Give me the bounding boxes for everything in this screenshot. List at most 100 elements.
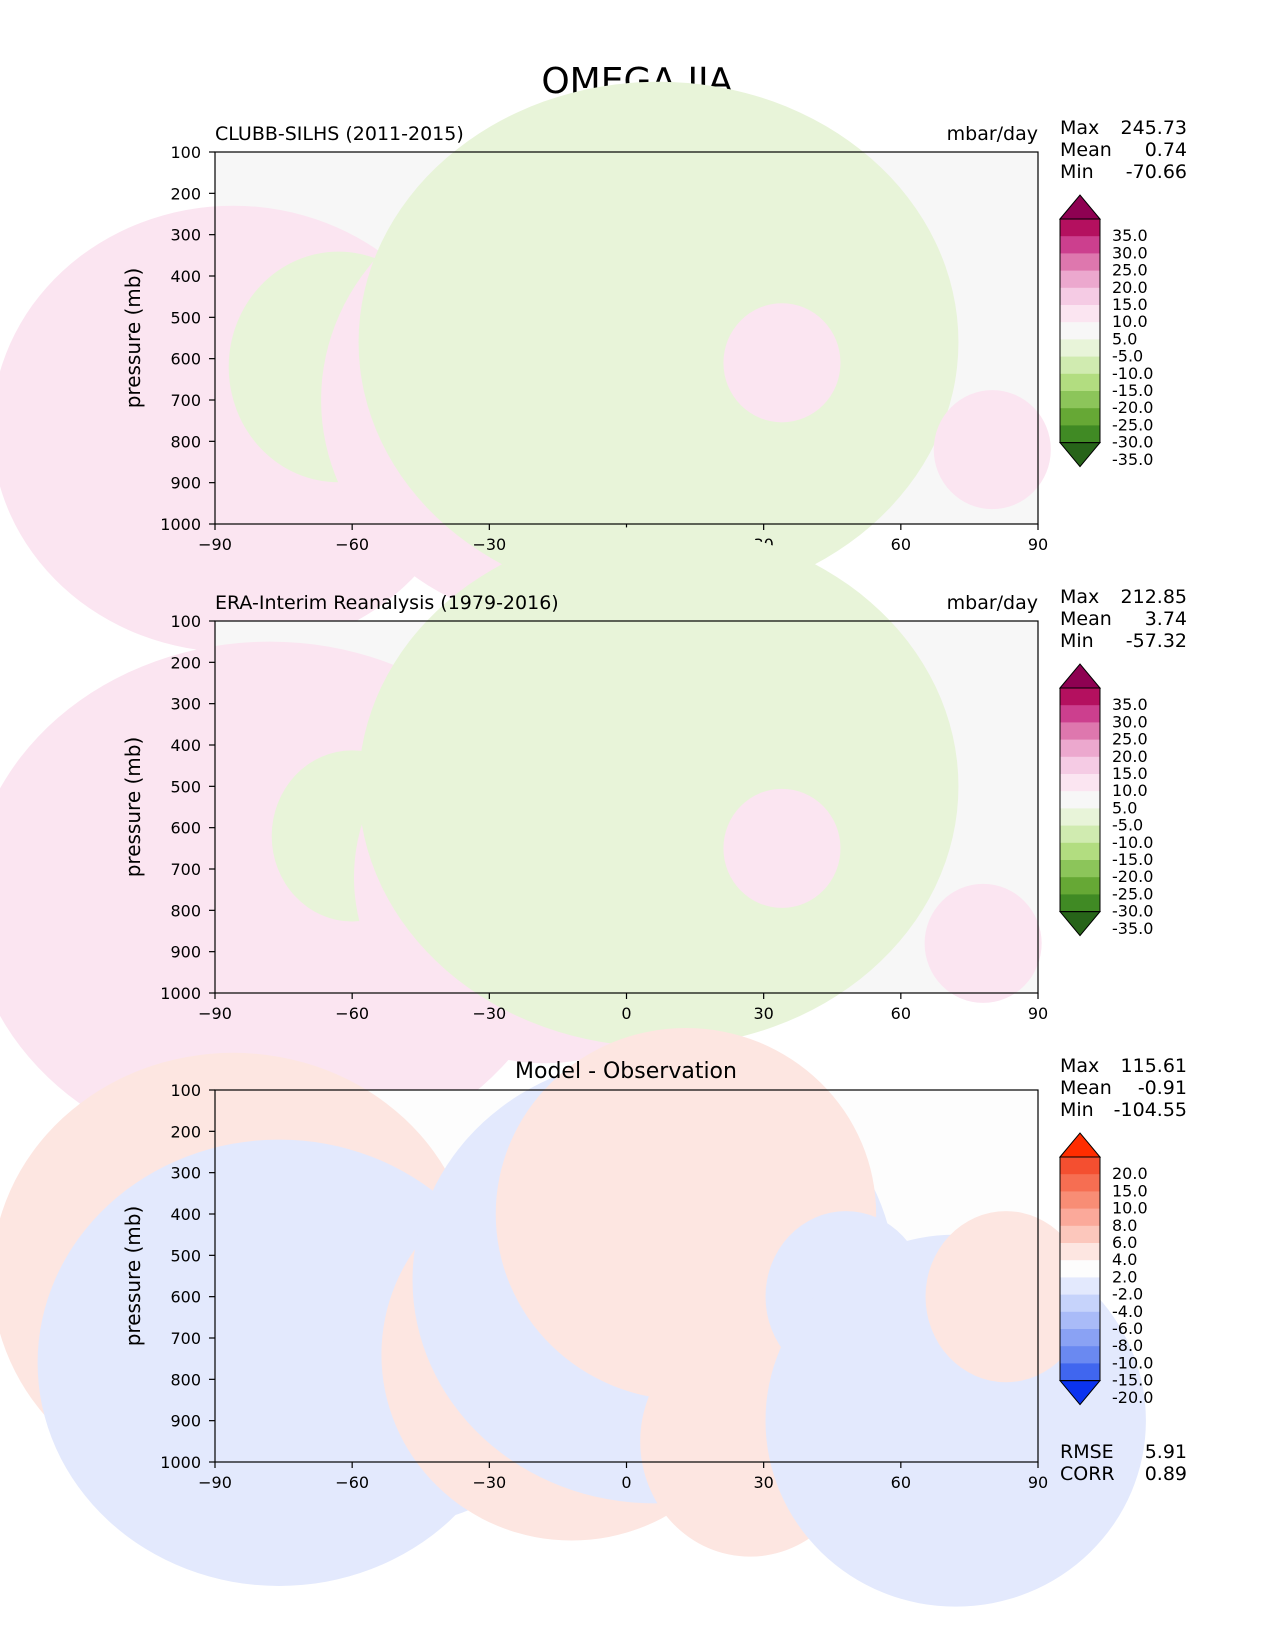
contour-field	[0, 81, 1051, 653]
colorbar-label: 5.0	[1112, 798, 1137, 817]
colorbar-label: -4.0	[1112, 1302, 1143, 1321]
stat-mean-value: 3.74	[1145, 608, 1187, 630]
x-tick-label: −60	[335, 1004, 369, 1023]
colorbar-label: -20.0	[1112, 1388, 1153, 1407]
stat-min-label: Min	[1060, 1099, 1094, 1121]
y-ticks: 100 200 300 400 500 600 700 800 900 1000	[160, 612, 215, 1003]
y-tick-label: 100	[170, 612, 201, 631]
contour-band	[924, 883, 1042, 1003]
y-tick-label: 200	[170, 184, 201, 203]
colorbar-segment	[1060, 356, 1100, 375]
colorbar-segment	[1060, 408, 1100, 426]
colorbar-frame	[1059, 687, 1101, 913]
colorbar-label: 5.0	[1112, 329, 1137, 348]
colorbar-label: -5.0	[1112, 347, 1143, 366]
colorbar-label: 25.0	[1112, 730, 1148, 749]
colorbar-label: -2.0	[1112, 1285, 1143, 1304]
colorbar-segment	[1060, 842, 1100, 861]
rmse-value: 5.91	[1145, 1441, 1187, 1463]
colorbar-segment	[1060, 287, 1100, 306]
colorbar-label: -5.0	[1112, 816, 1143, 835]
colorbar-segment	[1060, 253, 1100, 271]
colorbar-label: 35.0	[1112, 695, 1148, 714]
colorbar-segment	[1060, 339, 1100, 357]
stat-min-label: Min	[1060, 161, 1094, 183]
colorbar-segment	[1060, 1329, 1100, 1347]
y-axis-label: pressure (mb)	[121, 268, 145, 409]
colorbar-label: -25.0	[1112, 415, 1153, 434]
colorbar-segment	[1060, 808, 1100, 826]
x-tick-label: 0	[621, 1473, 631, 1492]
y-axis-label: pressure (mb)	[121, 1206, 145, 1347]
stats-panel-observation: Max 212.85 Mean 3.74 Min -57.32	[1060, 586, 1187, 652]
colorbar-segment	[1060, 774, 1100, 792]
colorbar: 35.030.025.020.015.010.05.0-5.0-10.0-15.…	[1058, 194, 1153, 469]
colorbar-segment	[1060, 1191, 1100, 1209]
colorbar-label: -8.0	[1112, 1336, 1143, 1355]
x-tick-label: 0	[621, 1004, 631, 1023]
colorbar-segment	[1060, 1260, 1100, 1278]
y-tick-label: 900	[170, 943, 201, 962]
colorbar-segment	[1060, 1243, 1100, 1261]
y-tick-label: 300	[170, 1164, 201, 1183]
colorbar-label: -25.0	[1112, 884, 1153, 903]
y-tick-label: 600	[170, 819, 201, 838]
y-ticks: 100 200 300 400 500 600 700 800 900 1000	[160, 1081, 215, 1472]
stats-panel-difference: Max 115.61 Mean -0.91 Min -104.55 RMSE 5…	[1060, 1055, 1187, 1485]
colorbar-label: 35.0	[1112, 226, 1148, 245]
panel-title: CLUBB-SILHS (2011-2015)	[215, 123, 464, 145]
contour-band	[631, 323, 750, 443]
colorbar-label: 6.0	[1112, 1233, 1137, 1252]
colorbar-label: 30.0	[1112, 712, 1148, 731]
y-tick-label: 600	[170, 1288, 201, 1307]
y-tick-label: 400	[170, 267, 201, 286]
colorbar-segment	[1060, 1174, 1100, 1192]
colorbar-segment	[1060, 756, 1100, 775]
colorbar-segment	[1060, 1294, 1100, 1313]
y-tick-label: 1000	[160, 984, 201, 1003]
y-tick-label: 400	[170, 736, 201, 755]
colorbar: 35.030.025.020.015.010.05.0-5.0-10.0-15.…	[1058, 663, 1153, 938]
y-tick-label: 500	[170, 308, 201, 327]
colorbar-segment	[1060, 1157, 1100, 1175]
x-tick-label: −90	[198, 1473, 232, 1492]
contour-band	[723, 303, 841, 423]
y-tick-label: 300	[170, 226, 201, 245]
colorbar-segment	[1060, 425, 1100, 443]
colorbar-extend-top	[1058, 1132, 1102, 1158]
stat-mean-label: Mean	[1060, 1077, 1112, 1099]
y-tick-label: 100	[170, 143, 201, 162]
y-tick-label: 200	[170, 653, 201, 672]
contour-band	[925, 1211, 1087, 1383]
stat-min-label: Min	[1060, 630, 1094, 652]
colorbar-segment	[1060, 705, 1100, 723]
panel-observation: ERA-Interim Reanalysis (1979-2016) mbar/…	[0, 525, 1048, 1163]
colorbar-label: 15.0	[1112, 764, 1148, 783]
colorbar-label: 10.0	[1112, 1199, 1148, 1218]
stats-panel-model: Max 245.73 Mean 0.74 Min -70.66	[1060, 117, 1187, 183]
y-tick-label: 1000	[160, 1453, 201, 1472]
x-tick-label: −30	[472, 535, 506, 554]
stat-mean-label: Mean	[1060, 139, 1112, 161]
colorbar-segment	[1060, 1277, 1100, 1295]
y-tick-label: 200	[170, 1122, 201, 1141]
stat-max-label: Max	[1060, 586, 1099, 608]
colorbar-segment	[1060, 1311, 1100, 1330]
x-tick-label: −60	[335, 1473, 369, 1492]
colorbar-segment	[1060, 825, 1100, 844]
contour-band	[723, 788, 841, 908]
colorbar-label: 10.0	[1112, 781, 1148, 800]
panel-difference: Model - Observation pressure (mb) 100 200…	[0, 1028, 1146, 1607]
colorbar-frame	[1059, 218, 1101, 444]
colorbar-label: 15.0	[1112, 1181, 1148, 1200]
colorbar-label: -35.0	[1112, 450, 1153, 469]
panel-units: mbar/day	[947, 592, 1038, 614]
colorbar-extend-top	[1058, 663, 1102, 689]
colorbar-segment	[1060, 305, 1100, 323]
stat-min-value: -104.55	[1114, 1099, 1187, 1121]
colorbar-segment	[1060, 1225, 1100, 1244]
colorbar-label: 8.0	[1112, 1216, 1137, 1235]
colorbar-segment	[1060, 688, 1100, 706]
stat-max-value: 245.73	[1121, 117, 1187, 139]
